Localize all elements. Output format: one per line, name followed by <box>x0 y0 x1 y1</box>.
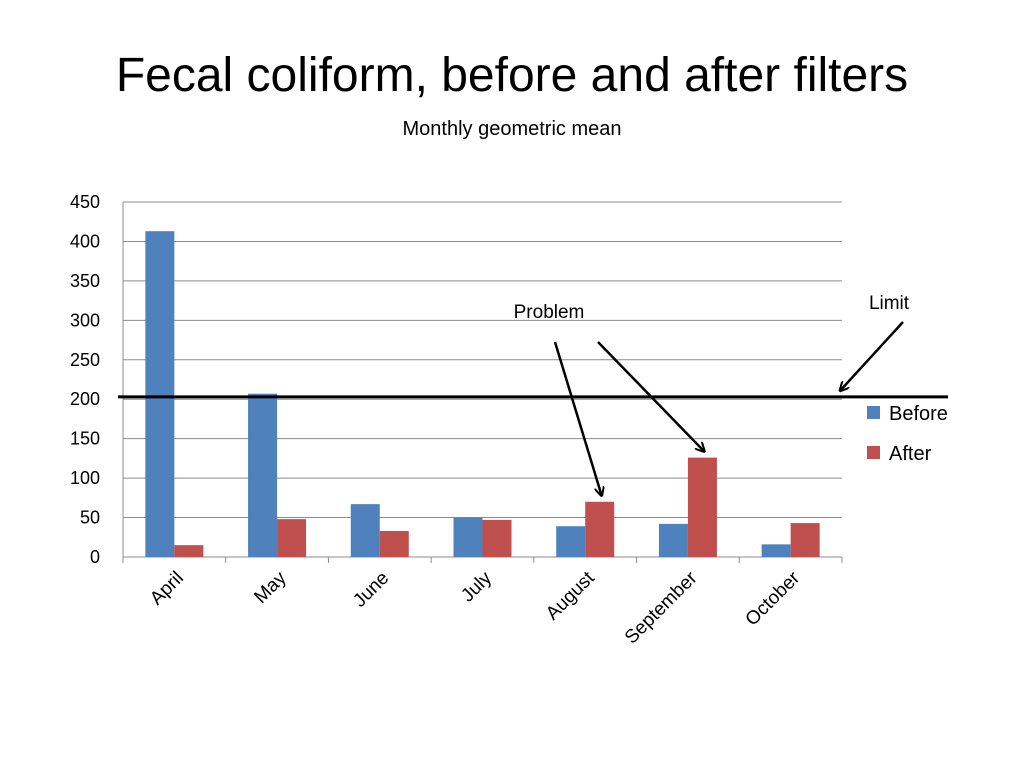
y-tick-label: 150 <box>70 429 100 449</box>
legend-swatch-after <box>867 446 880 459</box>
bar-after-august <box>585 501 615 557</box>
bar-after-june <box>379 530 409 557</box>
bar-before-july <box>453 517 483 557</box>
bar-after-september <box>687 457 717 557</box>
legend-label-before: Before <box>889 403 948 425</box>
bar-before-june <box>350 504 380 557</box>
bar-after-july <box>482 519 512 557</box>
annotation-limit-label: Limit <box>869 293 910 314</box>
y-tick-label: 450 <box>70 192 100 212</box>
legend-swatch-before <box>867 406 880 419</box>
x-tick-label: July <box>457 567 496 606</box>
legend: Before After <box>867 403 948 465</box>
bar-after-october <box>790 523 820 557</box>
y-tick-label: 50 <box>80 508 100 528</box>
axis-labels: 0 50 100 150 200 250 300 350 400 450 April May June J… <box>70 192 805 648</box>
y-tick-label: 350 <box>70 271 100 291</box>
y-tick-label: 300 <box>70 310 100 330</box>
slide-subtitle: Monthly geometric mean <box>402 118 622 140</box>
y-tick-label: 250 <box>70 350 100 370</box>
annotations: Problem Limit <box>514 293 910 496</box>
bar-before-september <box>658 523 688 557</box>
bars <box>145 231 820 557</box>
gridlines <box>123 201 842 519</box>
annotation-arrow-september <box>597 341 704 452</box>
annotation-problem-label: Problem <box>514 302 585 323</box>
y-tick-label: 400 <box>70 231 100 251</box>
x-tick-label: August <box>542 567 599 624</box>
x-tick-label: June <box>349 568 393 612</box>
bar-before-april <box>145 231 175 557</box>
legend-label-after: After <box>889 443 932 465</box>
y-tick-label: 100 <box>70 468 100 488</box>
annotation-arrow-limit <box>840 321 904 391</box>
bar-before-may <box>248 393 278 557</box>
bar-before-october <box>761 544 791 557</box>
bar-after-may <box>277 519 307 557</box>
x-tick-label: April <box>146 568 188 610</box>
y-tick-label: 200 <box>70 389 100 409</box>
bar-after-april <box>174 545 204 557</box>
y-tick-label: 0 <box>90 547 100 567</box>
bar-before-august <box>556 526 586 557</box>
x-tick-label: May <box>250 567 291 608</box>
x-tick-label: September <box>621 567 702 648</box>
axes <box>122 202 843 563</box>
slide-title: Fecal coliform, before and after filters <box>115 49 909 102</box>
x-tick-label: October <box>742 567 805 630</box>
annotation-arrow-august <box>553 341 602 496</box>
